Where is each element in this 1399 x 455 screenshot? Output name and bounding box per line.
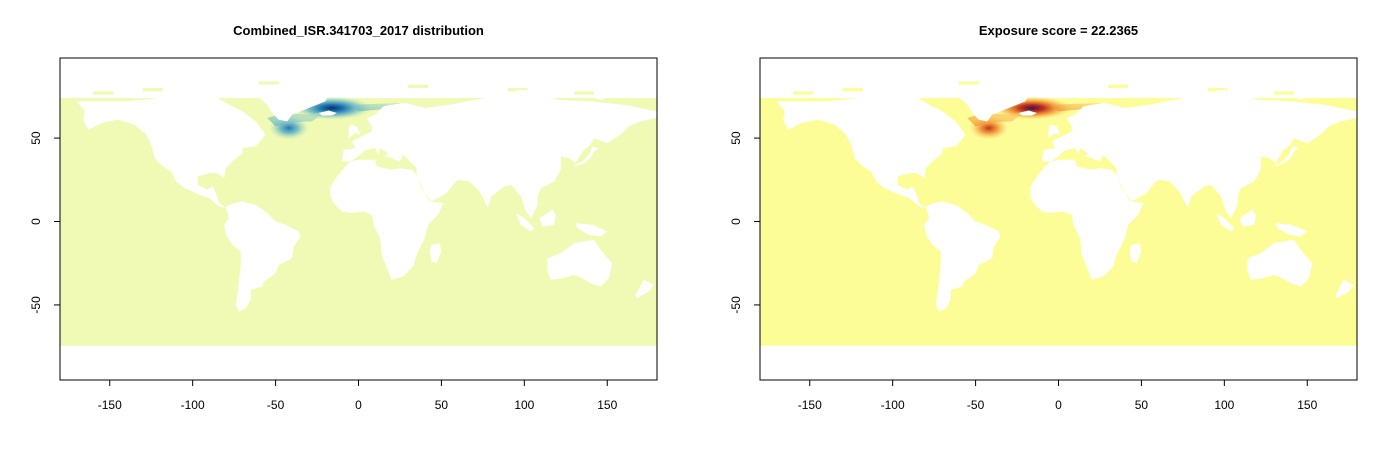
x-tick-label: 50 (1135, 398, 1149, 412)
arctic-ocean-cell (574, 91, 594, 95)
x-tick-label: 150 (1297, 398, 1317, 412)
arctic-ocean-cell (959, 81, 979, 85)
x-tick-label: 0 (355, 398, 362, 412)
arctic-ocean-cell (1274, 91, 1294, 95)
y-tick-label: 50 (29, 131, 43, 145)
x-tick-label: 100 (514, 398, 534, 412)
arctic-ocean-cell (259, 81, 279, 85)
x-tick-label: 50 (435, 398, 449, 412)
map-panel-2: Exposure score = 22.2365 -150 -100 -50 0 50 10… (729, 23, 1358, 412)
x-tick-label: -150 (98, 398, 122, 412)
panel-title: Combined_ISR.341703_2017 distribution (233, 23, 484, 38)
arctic-ocean-cell (408, 84, 429, 89)
map-panel-1: Combined_ISR.341703_2017 distribution -15… (29, 23, 658, 412)
density-plume (1050, 103, 1100, 112)
x-tick-label: -50 (267, 398, 285, 412)
arctic-ocean-cell (93, 91, 114, 95)
y-tick-label: 0 (29, 218, 43, 225)
y-tick-label: 0 (729, 218, 743, 225)
x-tick-label: 0 (1055, 398, 1062, 412)
y-tick-label: 50 (729, 131, 743, 145)
x-tick-label: 150 (597, 398, 617, 412)
x-tick-label: -50 (967, 398, 985, 412)
arctic-ocean-cell (842, 88, 863, 92)
x-tick-label: -100 (881, 398, 905, 412)
arctic-ocean-cell (1207, 88, 1228, 92)
arctic-ocean-cell (793, 91, 814, 95)
arctic-ocean-cell (507, 88, 528, 92)
arctic-ocean-cell (142, 88, 163, 92)
y-tick-label: -50 (29, 296, 43, 314)
panel-title: Exposure score = 22.2365 (979, 23, 1138, 38)
x-tick-label: 100 (1214, 398, 1234, 412)
y-tick-label: -50 (729, 296, 743, 314)
x-tick-label: -100 (181, 398, 205, 412)
density-plume (350, 103, 400, 112)
arctic-ocean-cell (1108, 84, 1129, 89)
x-tick-label: -150 (798, 398, 822, 412)
